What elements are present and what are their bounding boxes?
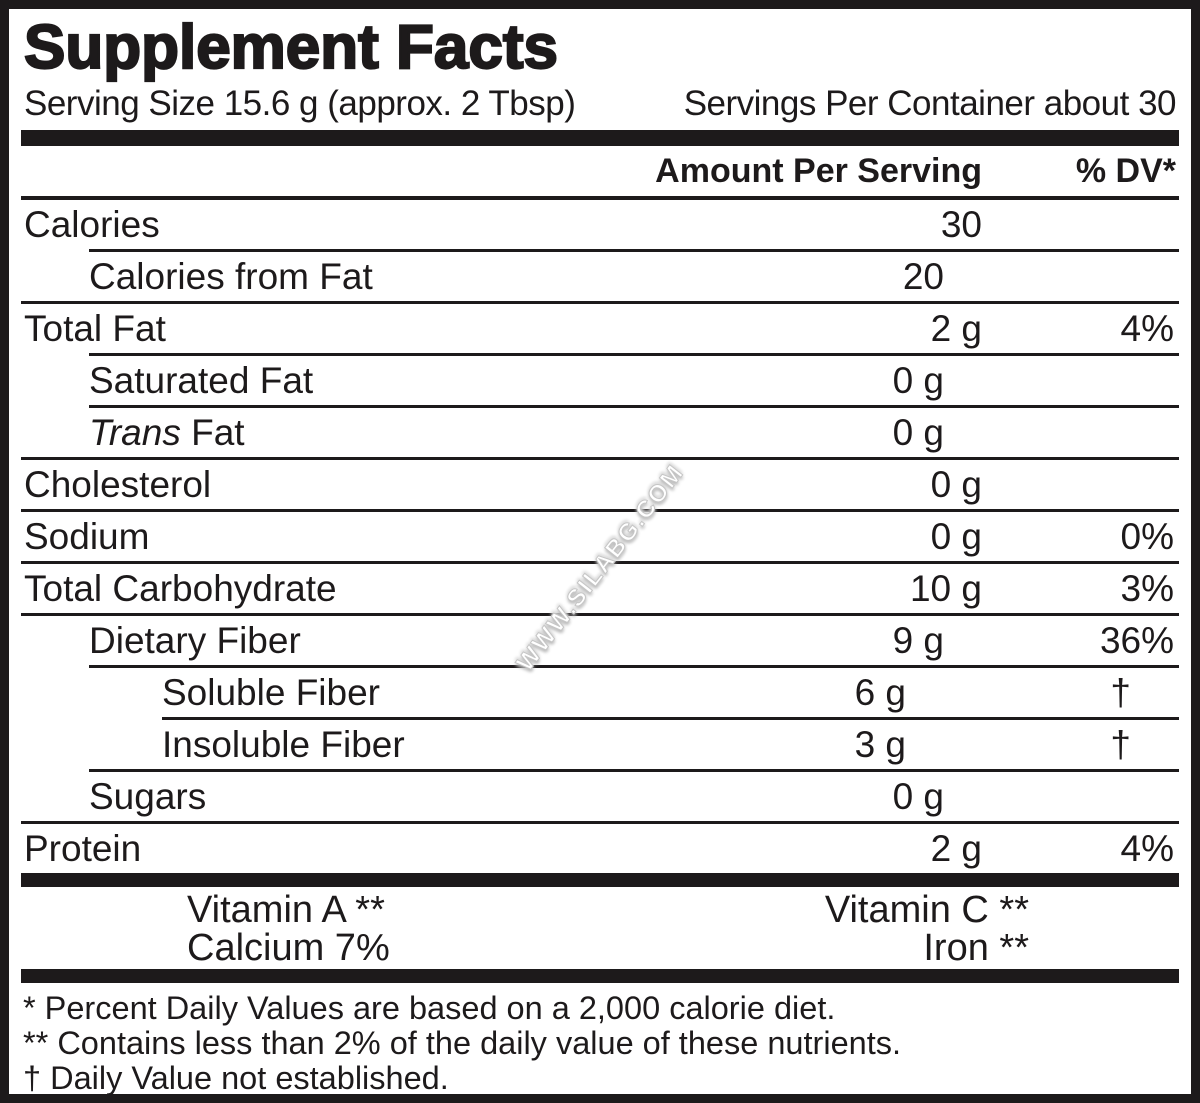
vitamin-row: Calcium 7% Iron ** [187,926,1029,969]
footnote-dv-not-established: † Daily Value not established. [23,1060,449,1096]
percent-dv-header: % DV* [1075,151,1176,190]
nutrient-amount: 0 g [892,775,944,817]
header-rule [21,196,1179,200]
nutrient-label: Soluble Fiber [162,671,381,713]
nutrient-dv: 4% [1120,307,1174,349]
row-calories-from-fat: Calories from Fat 20 [21,252,1179,301]
nutrient-label: Total Fat [24,307,166,349]
row-total-carbohydrate: Total Carbohydrate 10 g 3% [21,564,1179,613]
row-separator [21,561,1179,564]
thick-rule-bottom [21,969,1179,983]
row-saturated-fat: Saturated Fat 0 g [21,356,1179,405]
nutrient-label: Sugars [89,775,207,817]
row-total-fat: Total Fat 2 g 4% [21,304,1179,353]
footnotes: * Percent Daily Values are based on a 2,… [23,990,1179,1096]
nutrient-amount: 0 g [930,463,982,505]
row-calories: Calories 30 [21,200,1179,249]
row-separator [162,717,1179,720]
row-separator [89,665,1179,668]
row-separator [21,821,1179,824]
footnote-percent-dv: * Percent Daily Values are based on a 2,… [23,990,836,1026]
row-separator [89,353,1179,356]
nutrient-amount: 10 g [909,567,982,609]
nutrient-dv: 4% [1120,827,1174,869]
nutrient-amount: 0 g [892,411,944,453]
nutrient-amount: 0 g [892,359,944,401]
serving-size: Serving Size 15.6 g (approx. 2 Tbsp) [24,84,576,123]
amount-per-serving-header: Amount Per Serving [655,151,982,190]
row-insoluble-fiber: Insoluble Fiber 3 g † [21,720,1179,769]
nutrient-amount: 9 g [892,619,944,661]
nutrient-amount: 30 [940,203,982,245]
vitamins-section: Vitamin A ** Vitamin C ** Calcium 7% Iro… [21,887,1179,969]
vitamin-a-value: Vitamin A ** [187,888,385,931]
calcium-value: Calcium 7% [187,926,390,969]
servings-per-container: Servings Per Container about 30 [683,84,1177,123]
row-separator [89,249,1179,252]
nutrient-label: Dietary Fiber [89,619,301,661]
row-trans-fat: Trans Fat 0 g [21,408,1179,457]
nutrient-label: Sodium [24,515,150,557]
nutrient-label: Insoluble Fiber [162,723,405,765]
vitamin-c-value: Vitamin C ** [824,888,1029,931]
iron-value: Iron ** [923,926,1029,969]
nutrient-label: Total Carbohydrate [24,567,337,609]
nutrient-label: Trans Fat [89,411,245,453]
row-sugars: Sugars 0 g [21,772,1179,821]
thick-rule-top [21,130,1179,146]
nutrient-label: Cholesterol [24,463,212,505]
nutrient-amount: 2 g [930,827,982,869]
nutrient-amount: 20 [902,255,944,297]
nutrient-label: Saturated Fat [89,359,314,401]
nutrient-label: Calories [24,203,160,245]
row-separator [89,405,1179,408]
nutrient-label: Protein [24,827,142,869]
footnote-contains-less: ** Contains less than 2% of the daily va… [23,1025,902,1061]
nutrient-label: Calories from Fat [89,255,373,297]
row-sodium: Sodium 0 g 0% [21,512,1179,561]
serving-info: Serving Size 15.6 g (approx. 2 Tbsp) Ser… [24,84,1177,124]
row-dietary-fiber: Dietary Fiber 9 g 36% [21,616,1179,665]
nutrient-amount: 0 g [930,515,982,557]
column-header-row: Amount Per Serving % DV* [21,146,1179,196]
row-protein: Protein 2 g 4% [21,824,1179,873]
row-separator [21,509,1179,512]
row-separator [21,457,1179,460]
nutrient-amount: 3 g [854,723,906,765]
row-soluble-fiber: Soluble Fiber 6 g † [21,668,1179,717]
row-separator [21,613,1179,616]
nutrient-dv: 36% [1099,619,1174,661]
row-separator [21,301,1179,304]
nutrient-dv: † [1110,671,1131,713]
nutrient-amount: 2 g [930,307,982,349]
nutrient-dv: 3% [1120,567,1174,609]
row-separator [89,769,1179,772]
nutrient-amount: 6 g [854,671,906,713]
thick-rule-middle [21,873,1179,887]
row-cholesterol: Cholesterol 0 g [21,460,1179,509]
nutrient-dv: 0% [1120,515,1174,557]
nutrient-dv: † [1110,723,1131,765]
panel-title: Supplement Facts [23,13,559,82]
vitamin-row: Vitamin A ** Vitamin C ** [187,888,1029,931]
